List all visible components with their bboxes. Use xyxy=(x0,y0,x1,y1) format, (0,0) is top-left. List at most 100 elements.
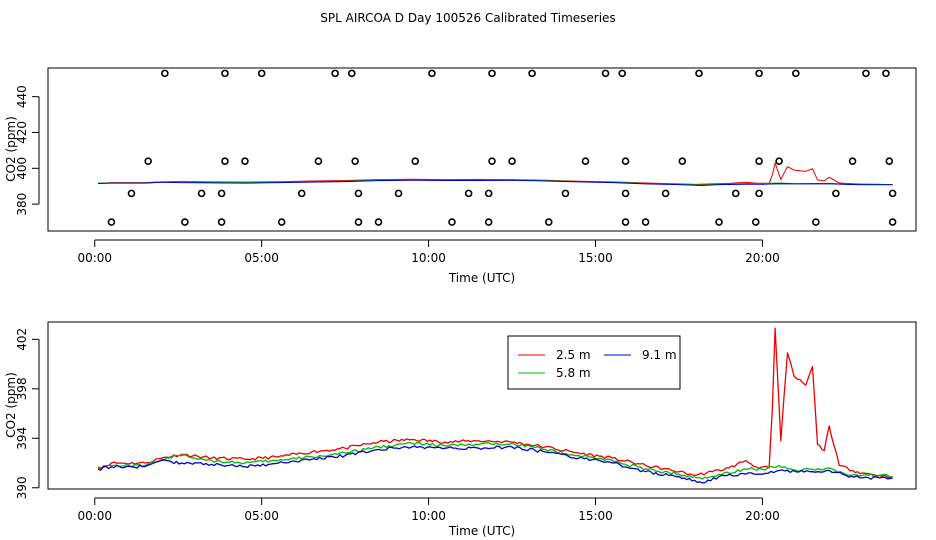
calibration-point xyxy=(832,189,840,198)
calibration-point xyxy=(331,69,339,78)
calibration-point xyxy=(618,69,627,78)
calibration-point xyxy=(484,189,493,198)
calibration-point xyxy=(488,69,496,78)
calibration-point xyxy=(755,157,763,165)
calibration-point xyxy=(161,69,169,78)
calibration-point xyxy=(621,189,630,198)
calibration-point xyxy=(641,218,650,226)
calibration-point xyxy=(885,157,894,165)
calibration-point xyxy=(661,189,670,198)
calibration-point xyxy=(354,218,363,226)
calibration-point xyxy=(882,69,890,78)
legend-label-5-8m: 5.8 m xyxy=(556,366,591,380)
calibration-point xyxy=(731,189,740,198)
calibration-point xyxy=(715,218,723,226)
calibration-point xyxy=(488,157,496,165)
calibration-point xyxy=(297,189,306,198)
calibration-point xyxy=(755,69,763,78)
legend-label-9-1m: 9.1 m xyxy=(642,348,677,362)
calibration-point xyxy=(394,189,403,198)
bottom-plot-frame xyxy=(47,321,917,490)
calibration-point xyxy=(241,157,249,165)
top-y-tick-label: 400 xyxy=(15,157,29,180)
bottom-y-tick-label: 398 xyxy=(15,377,29,400)
top-series-9-1-m xyxy=(98,179,893,187)
bottom-y-axis: 390 394 398 402 xyxy=(15,328,40,499)
legend-label-2-5m: 2.5 m xyxy=(556,348,591,362)
bottom-x-tick-label: 20:00 xyxy=(745,509,780,523)
calibration-point xyxy=(277,218,286,226)
calibration-point xyxy=(221,157,229,165)
calibration-point xyxy=(561,189,570,198)
calibration-point xyxy=(695,69,703,78)
bottom-series-2-5-m xyxy=(97,327,893,479)
top-panel: 00:00 05:00 10:00 15:00 20:00 380 400 420 440 T… xyxy=(4,67,917,285)
bottom-x-tick-label: 00:00 xyxy=(77,509,112,523)
calibration-point xyxy=(544,218,553,226)
bottom-x-axis: 00:00 05:00 10:00 15:00 20:00 xyxy=(77,497,780,523)
calibration-point xyxy=(217,218,226,226)
bottom-y-tick-label: 390 xyxy=(15,476,29,499)
bottom-series-9-1-m xyxy=(97,445,893,484)
calibration-point xyxy=(464,189,473,198)
calibration-point xyxy=(755,189,763,198)
calibration-point xyxy=(428,69,436,78)
top-y-axis-label: CO2 (ppm) xyxy=(4,116,18,182)
top-calibration-points xyxy=(107,69,897,226)
calibration-point xyxy=(792,69,800,78)
bottom-x-tick-label: 15:00 xyxy=(578,509,613,523)
calibration-point xyxy=(217,189,226,198)
bottom-series-5-8-m xyxy=(97,441,893,480)
bottom-x-axis-label: Time (UTC) xyxy=(448,524,515,538)
calibration-point xyxy=(508,157,516,165)
top-y-tick-label: 420 xyxy=(15,121,29,144)
top-x-tick-label: 00:00 xyxy=(77,251,112,265)
bottom-panel: 00:00 05:00 10:00 15:00 20:00 390 394 398 402 T… xyxy=(4,321,917,538)
calibration-point xyxy=(351,157,359,165)
calibration-point xyxy=(678,157,687,165)
calibration-point xyxy=(314,157,323,165)
calibration-point xyxy=(144,157,152,165)
calibration-point xyxy=(484,218,493,226)
calibration-point xyxy=(411,157,420,165)
top-x-tick-label: 15:00 xyxy=(578,251,613,265)
calibration-point xyxy=(448,218,456,226)
figure-title: SPL AIRCOA D Day 100526 Calibrated Times… xyxy=(320,11,615,25)
calibration-point xyxy=(581,157,590,165)
calibration-point xyxy=(107,218,116,226)
calibration-point xyxy=(257,69,266,78)
calibration-point xyxy=(775,157,783,165)
top-x-tick-label: 20:00 xyxy=(745,251,780,265)
calibration-point xyxy=(181,218,189,226)
top-x-axis: 00:00 05:00 10:00 15:00 20:00 xyxy=(77,239,780,265)
calibration-point xyxy=(347,69,356,78)
top-x-tick-label: 10:00 xyxy=(411,251,446,265)
legend-box xyxy=(507,335,681,390)
calibration-point xyxy=(888,189,897,198)
bottom-y-tick-label: 402 xyxy=(15,328,29,351)
top-x-tick-label: 05:00 xyxy=(244,251,279,265)
calibration-point xyxy=(812,218,820,226)
calibration-point xyxy=(374,218,383,226)
calibration-point xyxy=(621,157,630,165)
top-plot-frame xyxy=(47,67,917,232)
calibration-point xyxy=(197,189,206,198)
calibration-point xyxy=(354,189,363,198)
top-x-axis-label: Time (UTC) xyxy=(448,271,515,285)
calibration-point xyxy=(621,218,630,226)
bottom-y-tick-label: 394 xyxy=(15,427,29,450)
calibration-point xyxy=(601,69,610,78)
calibration-point xyxy=(848,157,857,165)
top-y-tick-label: 440 xyxy=(15,85,29,108)
bottom-x-tick-label: 05:00 xyxy=(244,509,279,523)
bottom-series-lines xyxy=(97,327,893,484)
legend: 2.5 m 5.8 m 9.1 m xyxy=(507,335,681,390)
top-series-2-5-m xyxy=(98,161,893,186)
top-y-axis: 380 400 420 440 xyxy=(15,85,40,216)
top-series-lines xyxy=(98,161,893,187)
calibration-point xyxy=(751,218,760,226)
calibration-point xyxy=(888,218,897,226)
calibration-point xyxy=(528,69,536,78)
top-y-tick-label: 380 xyxy=(15,193,29,216)
